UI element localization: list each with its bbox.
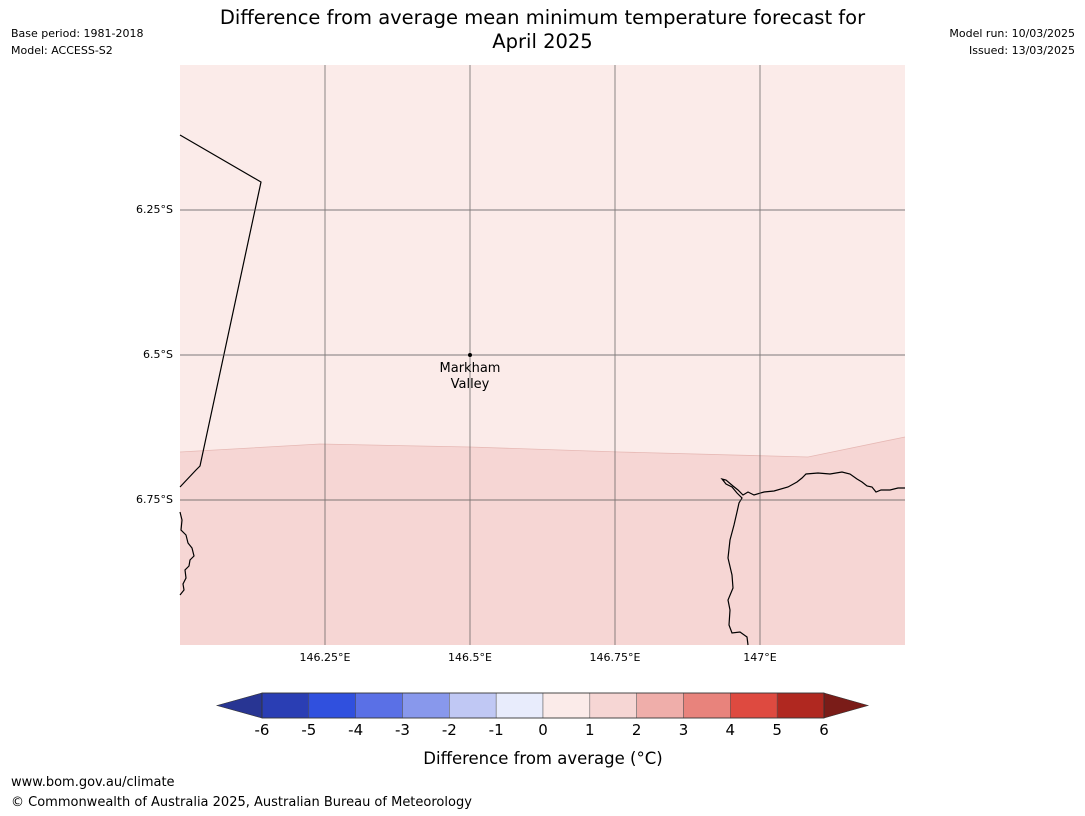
colorbar-tick-label: 5	[772, 721, 782, 739]
lat-label-6-25: 6.25°S	[136, 203, 173, 216]
model-run-label: Model run: 10/03/2025	[949, 27, 1075, 40]
colorbar-segment	[683, 692, 731, 719]
colorbar-legend: -6 -5 -4 -3 -2 -1 0 1 2 3 4 5 6 Difference from aver…	[215, 692, 870, 768]
longitude-labels: 146.25°E 146.5°E 146.75°E 147°E	[300, 651, 777, 664]
colorbar-arrow-low	[215, 692, 263, 719]
colorbar-tick-label: -6	[255, 721, 270, 739]
title-line-2: April 2025	[492, 30, 593, 53]
colorbar-tick-label: 4	[726, 721, 736, 739]
colorbar-segment	[355, 692, 403, 719]
colorbar-tick-label: 6	[819, 721, 829, 739]
coastline-west	[179, 511, 195, 596]
lat-label-6-75: 6.75°S	[136, 493, 173, 506]
colorbar-segment	[542, 692, 591, 719]
footer-copyright: © Commonwealth of Australia 2025, Austra…	[11, 795, 472, 810]
latitude-labels: 6.25°S 6.5°S 6.75°S	[136, 203, 173, 506]
colorbar-tick-label: 0	[538, 721, 548, 739]
colorbar-segment	[402, 692, 450, 719]
colorbar-tick-label: -4	[348, 721, 363, 739]
lon-label-147: 147°E	[743, 651, 776, 664]
band-boundary-line	[179, 436, 906, 458]
colorbar-tick-label: 2	[632, 721, 642, 739]
colorbar-tick-label: -1	[489, 721, 504, 739]
place-label-line-2: Valley	[451, 377, 490, 392]
colorbar-segment	[449, 692, 497, 719]
colorbar-segment	[636, 692, 684, 719]
colorbar-tick-labels: -6 -5 -4 -3 -2 -1 0 1 2 3 4 5 6	[255, 721, 829, 739]
lon-label-146-75: 146.75°E	[590, 651, 641, 664]
colorbar-segment	[308, 692, 356, 719]
colorbar-tick-label: -3	[395, 721, 410, 739]
header-meta-right: Model run: 10/03/2025 Issued: 13/03/2025	[949, 25, 1075, 59]
colorbar-title-unit: °C	[636, 749, 656, 768]
colorbar-arrow-high	[823, 692, 870, 719]
anomaly-band-1-to-2	[180, 437, 905, 645]
header-meta-left: Base period: 1981-2018 Model: ACCESS-S2	[11, 25, 143, 59]
place-label-line-1: Markham	[440, 361, 501, 376]
colorbar-title-suffix: )	[656, 749, 662, 768]
border-line	[179, 134, 262, 488]
map-panel: Markham Valley	[179, 65, 906, 646]
colorbar-tick-label: 3	[679, 721, 689, 739]
colorbar-tick-label: -2	[442, 721, 457, 739]
colorbar-segment	[589, 692, 637, 719]
graticule	[180, 65, 905, 645]
colorbar-segments	[261, 692, 825, 719]
model-label: Model: ACCESS-S2	[11, 44, 113, 57]
place-marker	[468, 353, 472, 357]
coastline-east	[720, 471, 905, 646]
title-line-1: Difference from average mean minimum tem…	[219, 6, 866, 29]
lon-label-146-25: 146.25°E	[300, 651, 351, 664]
colorbar-tick-label: -5	[301, 721, 316, 739]
colorbar-title-prefix: Difference from average (	[423, 749, 636, 768]
colorbar-outline	[261, 692, 825, 719]
colorbar-segment	[776, 692, 825, 719]
colorbar-segment	[261, 692, 310, 719]
base-period-label: Base period: 1981-2018	[11, 27, 144, 40]
footer-url: www.bom.gov.au/climate	[11, 775, 175, 790]
colorbar-title: Difference from average (°C)	[423, 749, 662, 768]
colorbar-tick-label: 1	[585, 721, 595, 739]
colorbar-segment	[495, 692, 544, 719]
page-title: Difference from average mean minimum tem…	[160, 6, 925, 54]
issued-label: Issued: 13/03/2025	[968, 44, 1075, 57]
lat-label-6-5: 6.5°S	[143, 348, 173, 361]
colorbar-segment	[730, 692, 778, 719]
lon-label-146-5: 146.5°E	[448, 651, 492, 664]
